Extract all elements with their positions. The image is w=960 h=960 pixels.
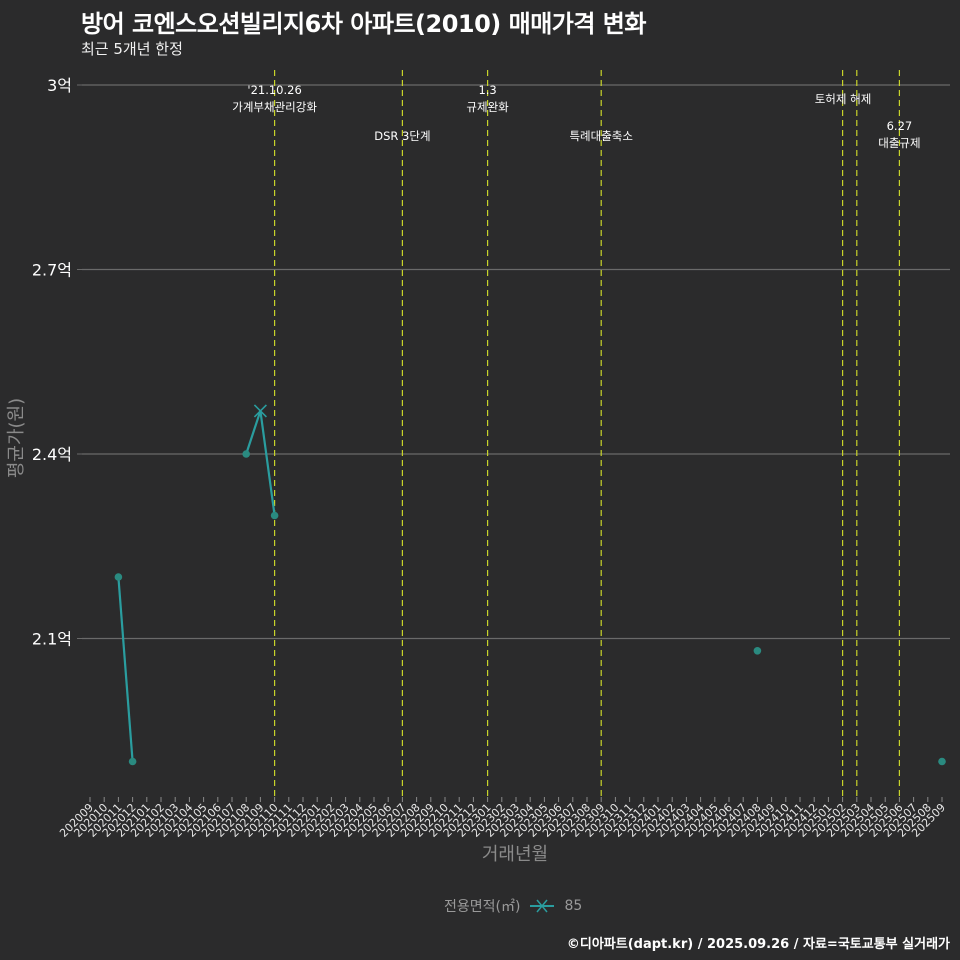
event-annotation: 규제완화 — [466, 100, 509, 114]
event-annotation: 대출규제 — [878, 136, 920, 150]
data-point — [242, 450, 250, 458]
legend-title: 전용면적(㎡) — [444, 899, 521, 915]
event-annotation: DSR 3단계 — [374, 129, 430, 143]
data-point — [753, 647, 762, 655]
series-line — [245, 410, 276, 516]
event-annotation: 6.27 — [887, 119, 913, 133]
event-annotation: 가계부채관리강화 — [232, 100, 317, 114]
event-annotation: 토허제 해제 — [815, 92, 872, 106]
data-point — [114, 573, 123, 581]
data-point — [128, 757, 137, 766]
series-85 — [114, 404, 946, 766]
data-point — [938, 757, 946, 766]
chart-subtitle: 최근 5개년 한정 — [81, 40, 183, 58]
event-annotation: 특례대출축소 — [569, 129, 632, 143]
chart-title: 방어 코엔스오션빌리지6차 아파트(2010) 매매가격 변화 — [81, 10, 646, 38]
legend: 전용면적(㎡) 85 — [444, 896, 582, 916]
event-annotation: '21.10.26 — [247, 83, 301, 97]
series-line — [117, 576, 134, 762]
legend-line-cross-icon — [530, 899, 555, 913]
y-axis: 3억 2.7억 2.4억 2.1억 — [32, 76, 82, 649]
y-tick-label: 2.4억 — [32, 445, 72, 464]
event-annotation: 1.3 — [478, 83, 496, 97]
data-point — [270, 511, 279, 520]
legend-item-85: 85 — [564, 898, 583, 914]
y-tick-label: 2.1억 — [32, 630, 72, 649]
grid-lines — [82, 84, 950, 640]
x-axis: 2020092020102020112020122021012021022021… — [57, 797, 948, 840]
source-caption: ©디아파트(dapt.kr) / 2025.09.26 / 자료=국토교통부 실… — [566, 937, 950, 952]
y-tick-label: 2.7억 — [32, 261, 72, 280]
y-tick-label: 3억 — [47, 76, 72, 95]
y-axis-label: 평균가(원) — [6, 398, 27, 478]
x-axis-label: 거래년월 — [482, 844, 548, 865]
